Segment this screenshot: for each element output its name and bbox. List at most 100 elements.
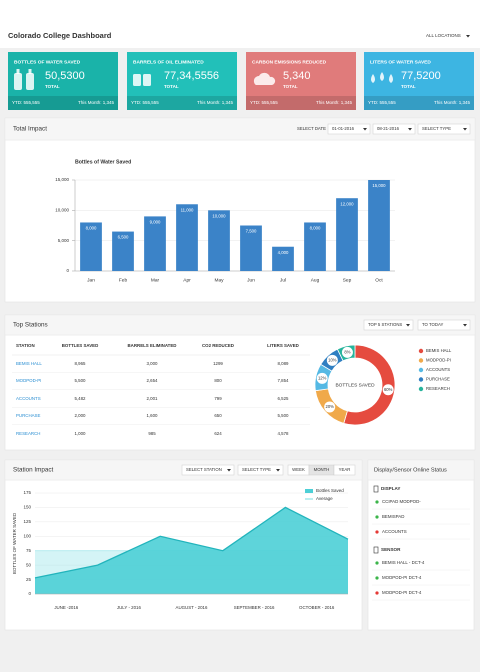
legend-label: RESEARCH [426, 386, 450, 391]
date-from[interactable] [327, 123, 371, 135]
date-from-label[interactable]: 01-01-2016 [332, 126, 355, 131]
legend-swatch [418, 358, 424, 363]
table-cell: 1,000 [75, 431, 87, 436]
x-tick-label: Jun [247, 277, 255, 283]
bottle-icon-neck [16, 69, 20, 74]
status-panel [367, 459, 475, 631]
legend-swatch [418, 367, 424, 373]
period-button[interactable] [333, 464, 356, 476]
y-tick-label: 5,000 [58, 238, 70, 243]
table-cell: 8,965 [75, 361, 87, 366]
type-select-label[interactable]: SELECT TYPE [242, 467, 271, 472]
cloud-icon [253, 72, 276, 85]
type-select-label[interactable]: SELECT TYPE [422, 126, 451, 131]
table-cell: 624 [214, 431, 222, 436]
status-item-label: ACCOUNTS [382, 529, 407, 534]
status-panel-header [368, 460, 474, 481]
dropdown-caret [408, 128, 412, 131]
table-cell: 799 [214, 396, 222, 401]
range-select-label[interactable]: TO TODAY [422, 322, 444, 327]
station-link[interactable]: ACCOUNTS [16, 396, 41, 401]
y-tick-label: 125 [23, 519, 31, 524]
x-tick-label: Aug [311, 277, 320, 283]
top-stations-panel-header [5, 315, 475, 336]
type-select[interactable] [417, 123, 471, 135]
table-header: BOTTLES SAVED [62, 343, 99, 348]
bar-value-label: 8,000 [310, 226, 321, 231]
x-tick-label: Mar [151, 277, 160, 283]
y-tick-label: 0 [28, 591, 31, 596]
station-link[interactable]: RESEARCH [16, 431, 40, 436]
status-dot [375, 500, 379, 504]
legend-swatch [418, 386, 424, 392]
dropdown-caret [363, 128, 367, 131]
legend-swatch [418, 377, 424, 382]
date-to-label[interactable]: 08-21-2016 [377, 126, 400, 131]
legend-swatch [305, 489, 313, 493]
table-cell: 2,000 [75, 413, 87, 418]
donut-value-label: 20% [325, 404, 334, 409]
donut-value-label: 10% [328, 357, 337, 362]
card-month: This Month: 1,345 [316, 100, 353, 105]
card-month: This Month: 1,345 [197, 100, 234, 105]
table-cell: 985 [148, 431, 156, 436]
drop-icon [380, 72, 384, 81]
bar-value-label: 9,000 [150, 220, 161, 225]
x-tick-label: OCTOBER - 2016 [299, 605, 335, 610]
status-dot [375, 515, 379, 519]
dropdown-caret [463, 128, 467, 131]
drop-icon [389, 74, 393, 83]
station-link[interactable]: PURCHASE [16, 413, 40, 418]
location-select-label[interactable]: ALL LOCATIONS [426, 33, 461, 38]
date-to[interactable] [372, 123, 416, 135]
x-tick-label: JULY - 2016 [117, 605, 142, 610]
panel-title: Station Impact [13, 467, 54, 474]
x-tick-label: Apr [183, 277, 191, 283]
table-cell: 6,525 [278, 396, 290, 401]
legend-label: ACCOUNTS [426, 367, 450, 372]
table-cell: 2,654 [147, 378, 159, 383]
drop-icon [371, 74, 375, 83]
location-select[interactable] [420, 30, 474, 41]
card-value-caption: TOTAL [401, 84, 416, 89]
count-select-label[interactable]: TOP 5 STATIONS [368, 322, 402, 327]
status-dot [375, 576, 379, 580]
donut-value-label: 60% [384, 387, 393, 392]
status-item-label: MODPOD-PI DCT-4 [382, 590, 422, 595]
donut-label-bg [326, 354, 338, 366]
station-select-label[interactable]: SELECT STATION [186, 467, 222, 472]
card-title: LITERS OF WATER SAVED [370, 59, 431, 65]
count-select[interactable] [363, 319, 414, 331]
total-impact-panel [4, 117, 476, 303]
table-cell: 7,854 [278, 378, 290, 383]
station-link[interactable]: BEMIS HALL [16, 361, 42, 366]
area-fill [35, 507, 348, 594]
station-link[interactable]: MODPOD-PI [16, 378, 41, 383]
period-button-label[interactable]: YEAR [339, 467, 351, 472]
station-select[interactable] [181, 464, 235, 476]
card-value: 77,5200 [401, 70, 441, 82]
table-header: STATION [16, 343, 35, 348]
table-cell: 8,089 [278, 361, 290, 366]
card-value-caption: TOTAL [164, 84, 179, 89]
legend-label: PURCHASE [426, 377, 450, 382]
legend-label: Bottles Saved [316, 488, 344, 493]
top-stations-panel [4, 314, 476, 451]
type-select[interactable] [237, 464, 284, 476]
y-tick-label: 10,000 [55, 208, 69, 213]
card-month: This Month: 1,345 [434, 100, 471, 105]
table-cell: 2,001 [147, 396, 159, 401]
period-button-label[interactable]: WEEK [292, 467, 305, 472]
bar-value-label: 10,000 [212, 213, 226, 218]
table-cell: 5,482 [75, 396, 87, 401]
status-item-label: CCIPAD MODPOD- [382, 499, 421, 504]
table-cell: 3,000 [147, 361, 159, 366]
card-month: This Month: 1,345 [78, 100, 115, 105]
y-axis-label: BOTTLES OF WATER SAVED [12, 512, 17, 574]
period-button-label[interactable]: MONTH [314, 467, 330, 472]
range-select[interactable] [417, 319, 471, 331]
dropdown-caret [466, 35, 470, 38]
stat-card-footer [8, 96, 118, 110]
bottle-icon [14, 73, 22, 90]
bar [368, 180, 390, 271]
